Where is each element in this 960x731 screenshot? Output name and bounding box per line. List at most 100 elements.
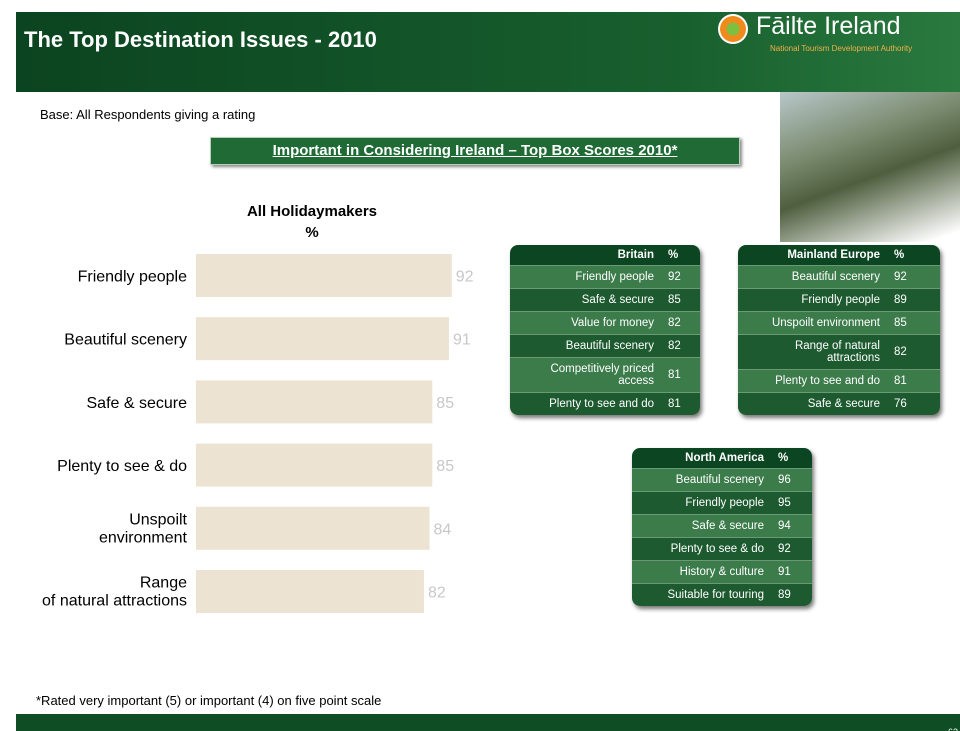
value-label: 85 xyxy=(436,395,454,412)
row-value: 82 xyxy=(894,346,907,358)
category-label: Plenty to see & do xyxy=(57,458,187,475)
table-row: Safe & secure 85 xyxy=(510,288,700,311)
row-value: 76 xyxy=(894,398,907,410)
row-label: Safe & secure xyxy=(581,294,654,306)
row-label: Plenty to see & do xyxy=(670,543,764,555)
row-label: Safe & secure xyxy=(691,520,764,532)
bar xyxy=(196,506,430,550)
logo: Fāilte Ireland xyxy=(756,12,901,40)
value-label: 84 xyxy=(434,521,452,538)
table: North America% Beautiful scenery 96 Friendl… xyxy=(632,448,812,606)
table-row: Friendly people 89 xyxy=(738,288,940,311)
chart-subtitle: % xyxy=(305,224,318,241)
category-label: Friendly people xyxy=(78,269,188,286)
base-note: Base: All Respondents giving a rating xyxy=(40,107,256,122)
category-label: Range of natural attractions xyxy=(42,575,187,610)
footer-band xyxy=(16,714,960,731)
row-label: Plenty to see and do xyxy=(549,398,654,410)
value-label: 92 xyxy=(456,269,474,286)
row-label: Friendly people xyxy=(575,271,654,283)
row-value: 82 xyxy=(668,340,681,352)
row-value: 81 xyxy=(668,398,681,410)
table-row: Friendly people 92 xyxy=(510,265,700,288)
table-row: Competitively priced access 81 xyxy=(510,357,700,392)
row-value: 89 xyxy=(894,294,907,306)
row-value: 91 xyxy=(778,566,791,578)
table-row: Value for money 82 xyxy=(510,311,700,334)
row-label: Safe & secure xyxy=(807,398,880,410)
category-label-line: of natural attractions xyxy=(42,593,187,610)
bar xyxy=(196,317,449,361)
row-value: 94 xyxy=(778,520,791,532)
header-cell: Mainland Europe xyxy=(787,249,880,261)
row-value: 85 xyxy=(894,317,907,329)
value-label: 82 xyxy=(428,585,446,602)
row-value: 81 xyxy=(894,375,907,387)
row-label: Friendly people xyxy=(801,294,880,306)
table-row: Beautiful scenery 82 xyxy=(510,334,700,357)
value-label: 85 xyxy=(436,458,454,475)
table-row: Beautiful scenery 92 xyxy=(738,265,940,288)
header-photo xyxy=(780,92,960,242)
table-row: Plenty to see and do 81 xyxy=(738,369,940,392)
header-cell: % xyxy=(668,249,679,261)
table: Mainland Europe% Beautiful scenery 92 Frien… xyxy=(738,245,940,415)
header-band xyxy=(16,12,960,92)
row-value: 92 xyxy=(668,271,681,283)
row-label: History & culture xyxy=(679,566,764,578)
table-row: Beautiful scenery 96 xyxy=(632,468,812,491)
row-label: Beautiful scenery xyxy=(675,474,764,486)
banner: Important in Considering Ireland – Top B… xyxy=(210,137,740,165)
row-value: 92 xyxy=(894,271,907,283)
header-cell: Britain xyxy=(617,249,654,261)
table-header: Mainland Europe% xyxy=(738,245,940,265)
row-label: Value for money xyxy=(571,317,654,329)
table-row: Unspoilt environment 85 xyxy=(738,311,940,334)
table-header: North America% xyxy=(632,448,812,468)
row-label: Competitively priced access xyxy=(550,363,654,387)
row-value: 85 xyxy=(668,294,681,306)
footnote: *Rated very important (5) or important (… xyxy=(36,693,382,708)
row-value: 92 xyxy=(778,543,791,555)
header-cell: % xyxy=(894,249,905,261)
table: Britain% Friendly people 92 Safe & secure 85… xyxy=(510,245,700,415)
row-label: Suitable for touring xyxy=(667,589,764,601)
row-value: 89 xyxy=(778,589,791,601)
row-label: Beautiful scenery xyxy=(565,340,654,352)
header-cell: % xyxy=(778,452,789,464)
row-value: 81 xyxy=(668,369,681,381)
category-label: Unspoilt environment xyxy=(99,511,188,546)
table-row: History & culture 91 xyxy=(632,560,812,583)
page-number: 62 xyxy=(948,727,958,731)
logo-icon xyxy=(718,14,748,44)
slide-title: The Top Destination Issues - 2010 xyxy=(24,27,377,52)
row-label: Friendly people xyxy=(685,497,764,509)
table-header: Britain% xyxy=(510,245,700,265)
row-label: Beautiful scenery xyxy=(791,271,880,283)
category-label-line: environment xyxy=(99,529,188,546)
bar xyxy=(196,380,433,424)
table-row: Suitable for touring 89 xyxy=(632,583,812,606)
table-row: Plenty to see & do 92 xyxy=(632,537,812,560)
category-label-line: Range xyxy=(140,575,187,592)
bar xyxy=(196,254,452,297)
bar xyxy=(196,570,424,613)
logo-tagline: National Tourism Development Authority xyxy=(770,44,913,53)
row-label: Plenty to see and do xyxy=(775,375,880,387)
row-label: Range of natural attractions xyxy=(794,340,880,364)
table-row: Range of natural attractions 82 xyxy=(738,334,940,369)
value-label: 91 xyxy=(453,332,471,349)
table-row: Safe & secure 76 xyxy=(738,392,940,415)
header-cell: North America xyxy=(685,452,764,464)
category-label: Safe & secure xyxy=(87,395,188,412)
chart-title: All Holidaymakers xyxy=(247,203,377,220)
category-label: Beautiful scenery xyxy=(64,332,187,349)
row-value: 82 xyxy=(668,317,681,329)
row-value: 95 xyxy=(778,497,791,509)
table-row: Safe & secure 94 xyxy=(632,514,812,537)
row-value: 96 xyxy=(778,474,791,486)
row-label: Unspoilt environment xyxy=(771,317,880,329)
bar xyxy=(196,443,433,487)
category-label-line: Unspoilt xyxy=(129,511,187,528)
